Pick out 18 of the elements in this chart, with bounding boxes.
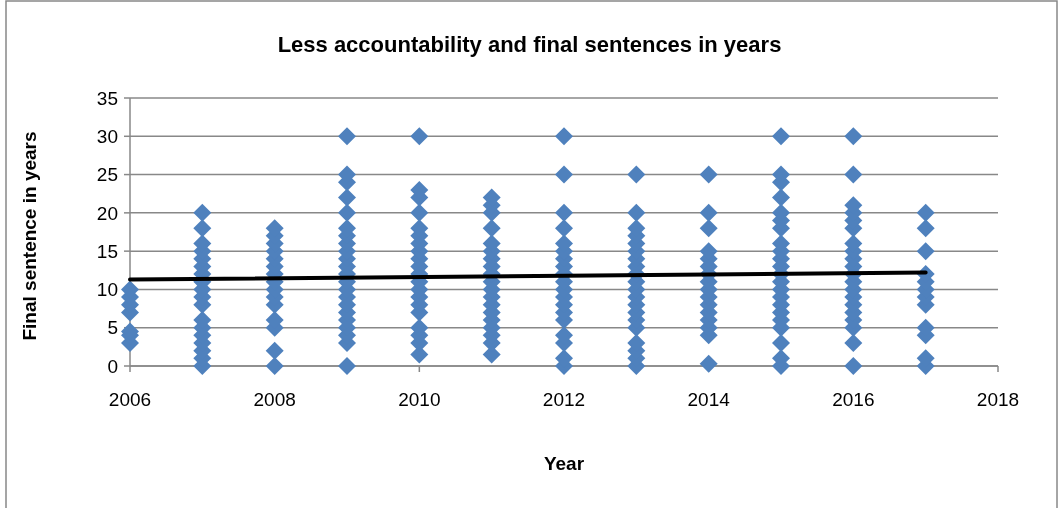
y-tick-label: 0 bbox=[107, 355, 118, 377]
x-tick-label: 2006 bbox=[108, 389, 152, 410]
y-tick-label: 20 bbox=[96, 202, 118, 224]
x-tick-label: 2016 bbox=[832, 389, 875, 410]
y-tick-label: 15 bbox=[96, 240, 118, 262]
y-axis-title: Final sentence in years bbox=[19, 131, 40, 341]
x-tick-label: 2014 bbox=[687, 389, 731, 410]
y-tick-label: 30 bbox=[96, 125, 118, 147]
x-tick-label: 2018 bbox=[976, 389, 1020, 410]
chart-title: Less accountability and final sentences in years bbox=[277, 32, 782, 57]
y-tick-label: 10 bbox=[96, 279, 118, 301]
y-tick-label: 5 bbox=[107, 317, 118, 339]
y-tick-label: 25 bbox=[96, 164, 118, 186]
x-tick-label: 2008 bbox=[253, 389, 296, 410]
y-tick-label: 35 bbox=[96, 87, 118, 109]
x-axis-title: Year bbox=[543, 453, 585, 474]
x-tick-label: 2010 bbox=[398, 389, 441, 410]
x-tick-label: 2012 bbox=[542, 389, 586, 410]
